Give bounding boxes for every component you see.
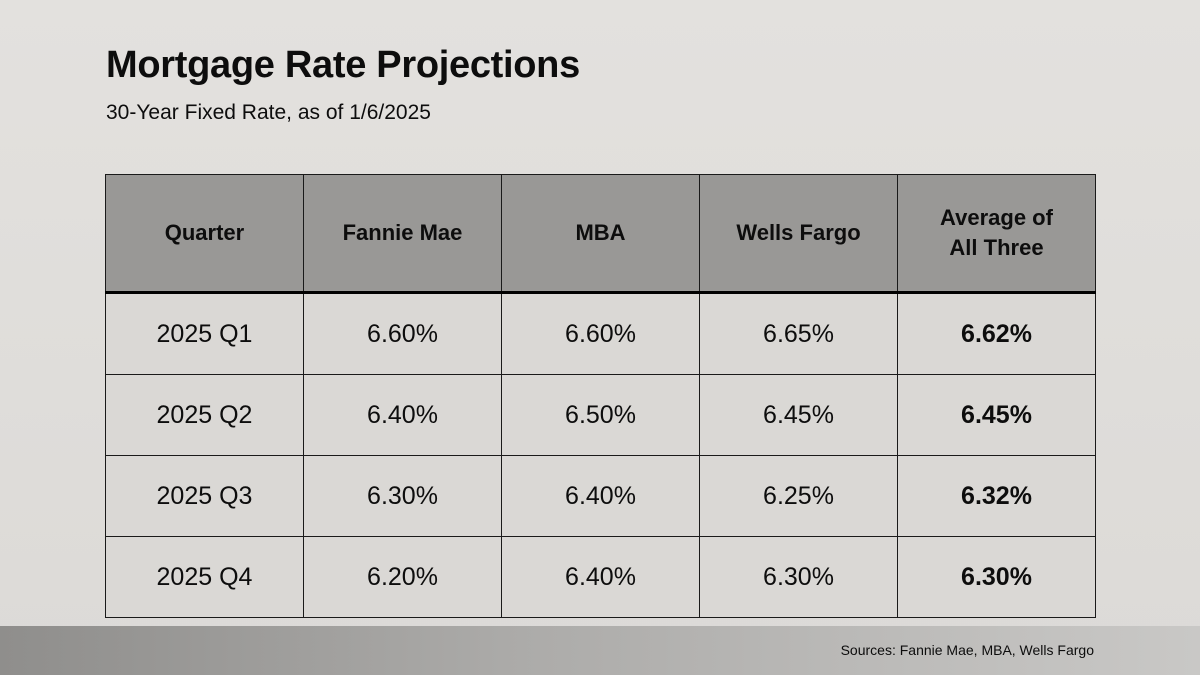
cell-average: 6.45% [897,374,1096,456]
projections-table-container: Quarter Fannie Mae MBA Wells Fargo Avera… [105,174,1096,618]
sources-note: Sources: Fannie Mae, MBA, Wells Fargo [840,642,1094,658]
cell-mba: 6.40% [501,536,700,618]
cell-average: 6.62% [897,292,1096,375]
cell-fannie-mae: 6.30% [303,455,502,537]
cell-quarter: 2025 Q3 [105,455,304,537]
cell-wells-fargo: 6.25% [699,455,898,537]
cell-mba: 6.40% [501,455,700,537]
cell-average: 6.30% [897,536,1096,618]
column-header-fannie-mae: Fannie Mae [303,174,502,294]
column-header-mba: MBA [501,174,700,294]
page-subtitle: 30-Year Fixed Rate, as of 1/6/2025 [106,101,431,124]
cell-quarter: 2025 Q2 [105,374,304,456]
cell-quarter: 2025 Q4 [105,536,304,618]
cell-fannie-mae: 6.20% [303,536,502,618]
cell-mba: 6.60% [501,292,700,375]
table-body: 2025 Q1 6.60% 6.60% 6.65% 6.62% 2025 Q2 … [105,292,1096,618]
column-header-wells-fargo: Wells Fargo [699,174,898,294]
cell-fannie-mae: 6.40% [303,374,502,456]
cell-wells-fargo: 6.65% [699,292,898,375]
table-row: 2025 Q2 6.40% 6.50% 6.45% 6.45% [105,374,1096,456]
cell-fannie-mae: 6.60% [303,292,502,375]
table-row: 2025 Q4 6.20% 6.40% 6.30% 6.30% [105,536,1096,618]
projections-table: Quarter Fannie Mae MBA Wells Fargo Avera… [105,174,1096,618]
cell-average: 6.32% [897,455,1096,537]
column-header-quarter: Quarter [105,174,304,294]
table-row: 2025 Q1 6.60% 6.60% 6.65% 6.62% [105,292,1096,375]
table-row: 2025 Q3 6.30% 6.40% 6.25% 6.32% [105,455,1096,537]
cell-wells-fargo: 6.30% [699,536,898,618]
page-title: Mortgage Rate Projections [106,44,580,86]
cell-wells-fargo: 6.45% [699,374,898,456]
cell-mba: 6.50% [501,374,700,456]
table-header-row: Quarter Fannie Mae MBA Wells Fargo Avera… [105,174,1096,294]
column-header-average: Average of All Three [897,174,1096,294]
footer-bar: Sources: Fannie Mae, MBA, Wells Fargo [0,626,1200,675]
cell-quarter: 2025 Q1 [105,292,304,375]
table-header: Quarter Fannie Mae MBA Wells Fargo Avera… [105,174,1096,294]
